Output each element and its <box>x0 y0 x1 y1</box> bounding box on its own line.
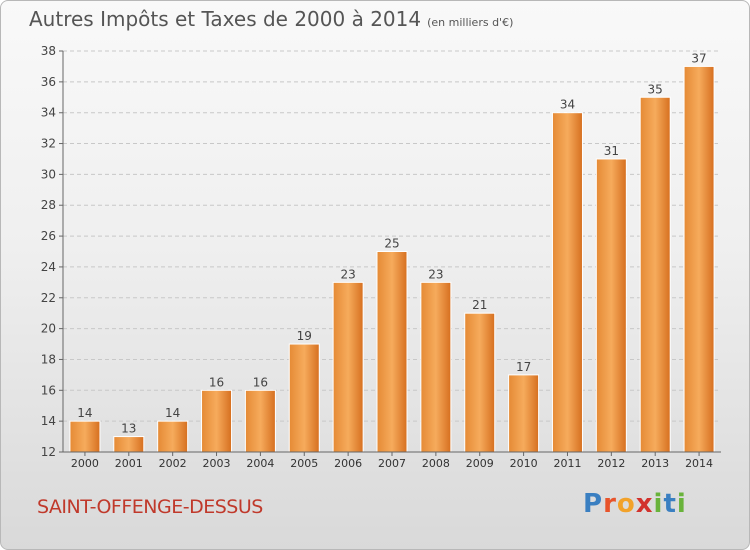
bar <box>332 281 364 453</box>
x-tick-label: 2002 <box>159 457 187 470</box>
bar <box>595 158 627 453</box>
bar <box>551 112 583 453</box>
x-tick-label: 2010 <box>510 457 538 470</box>
y-tick-label: 24 <box>41 260 56 274</box>
x-tick-label: 2007 <box>378 457 406 470</box>
bar-value-label: 17 <box>516 360 531 374</box>
x-tick-label: 2009 <box>466 457 494 470</box>
logo-letter: r <box>603 489 617 519</box>
bar-value-label: 25 <box>384 237 399 251</box>
x-tick-label: 2001 <box>115 457 143 470</box>
bar <box>376 251 408 453</box>
bar-value-label: 31 <box>604 144 619 158</box>
x-tick-label: 2000 <box>71 457 99 470</box>
bar <box>157 420 189 453</box>
y-tick-label: 30 <box>41 167 56 181</box>
bar <box>464 312 496 453</box>
x-tick-label: 2011 <box>553 457 581 470</box>
bar <box>508 374 540 453</box>
bar-value-label: 34 <box>560 98 575 112</box>
logo-letter: P <box>583 489 604 519</box>
bar-value-label: 23 <box>340 267 355 281</box>
chart-unit: (en milliers d'€) <box>427 16 514 29</box>
logo-letter: i <box>653 489 664 519</box>
logo-letter: x <box>635 489 654 519</box>
logo-letter: i <box>676 489 687 519</box>
logo-letter: o <box>616 489 636 519</box>
proxiti-logo: Proxiti <box>583 489 687 519</box>
bar-value-label: 35 <box>648 82 663 96</box>
y-tick-label: 22 <box>41 291 56 305</box>
y-tick-label: 36 <box>41 75 56 89</box>
bar-value-label: 16 <box>253 375 268 389</box>
bar-value-label: 21 <box>472 298 487 312</box>
y-tick-label: 28 <box>41 198 56 212</box>
bar <box>244 389 276 453</box>
bar-value-label: 23 <box>428 267 443 281</box>
x-tick-label: 2006 <box>334 457 362 470</box>
x-tick-label: 2008 <box>422 457 450 470</box>
bar-value-label: 14 <box>165 406 180 420</box>
bar-value-label: 16 <box>209 375 224 389</box>
y-tick-label: 26 <box>41 229 56 243</box>
bar-value-label: 14 <box>77 406 92 420</box>
bar <box>683 65 715 453</box>
bar-value-label: 37 <box>691 51 706 65</box>
y-tick-label: 12 <box>41 445 56 459</box>
x-tick-label: 2003 <box>203 457 231 470</box>
bar-value-label: 13 <box>121 422 136 436</box>
chart-title-text: Autres Impôts et Taxes de 2000 à 2014 <box>29 7 422 31</box>
x-tick-label: 2012 <box>597 457 625 470</box>
x-tick-label: 2005 <box>290 457 318 470</box>
y-tick-label: 16 <box>41 383 56 397</box>
y-tick-label: 34 <box>41 106 56 120</box>
x-tick-label: 2004 <box>246 457 274 470</box>
y-tick-label: 38 <box>41 44 56 58</box>
bar <box>288 343 320 453</box>
logo-letter: t <box>663 489 677 519</box>
y-tick-label: 14 <box>41 414 56 428</box>
bar-value-label: 19 <box>297 329 312 343</box>
bar <box>201 389 233 453</box>
bar <box>69 420 101 453</box>
commune-name: SAINT-OFFENGE-DESSUS <box>37 496 263 518</box>
chart-title: Autres Impôts et Taxes de 2000 à 2014 (en… <box>29 7 513 31</box>
y-tick-label: 32 <box>41 137 56 151</box>
x-tick-label: 2013 <box>641 457 669 470</box>
bar <box>639 96 671 453</box>
y-tick-label: 20 <box>41 322 56 336</box>
x-tick-label: 2014 <box>685 457 713 470</box>
bar <box>113 436 145 453</box>
bar <box>420 281 452 453</box>
y-tick-label: 18 <box>41 352 56 366</box>
